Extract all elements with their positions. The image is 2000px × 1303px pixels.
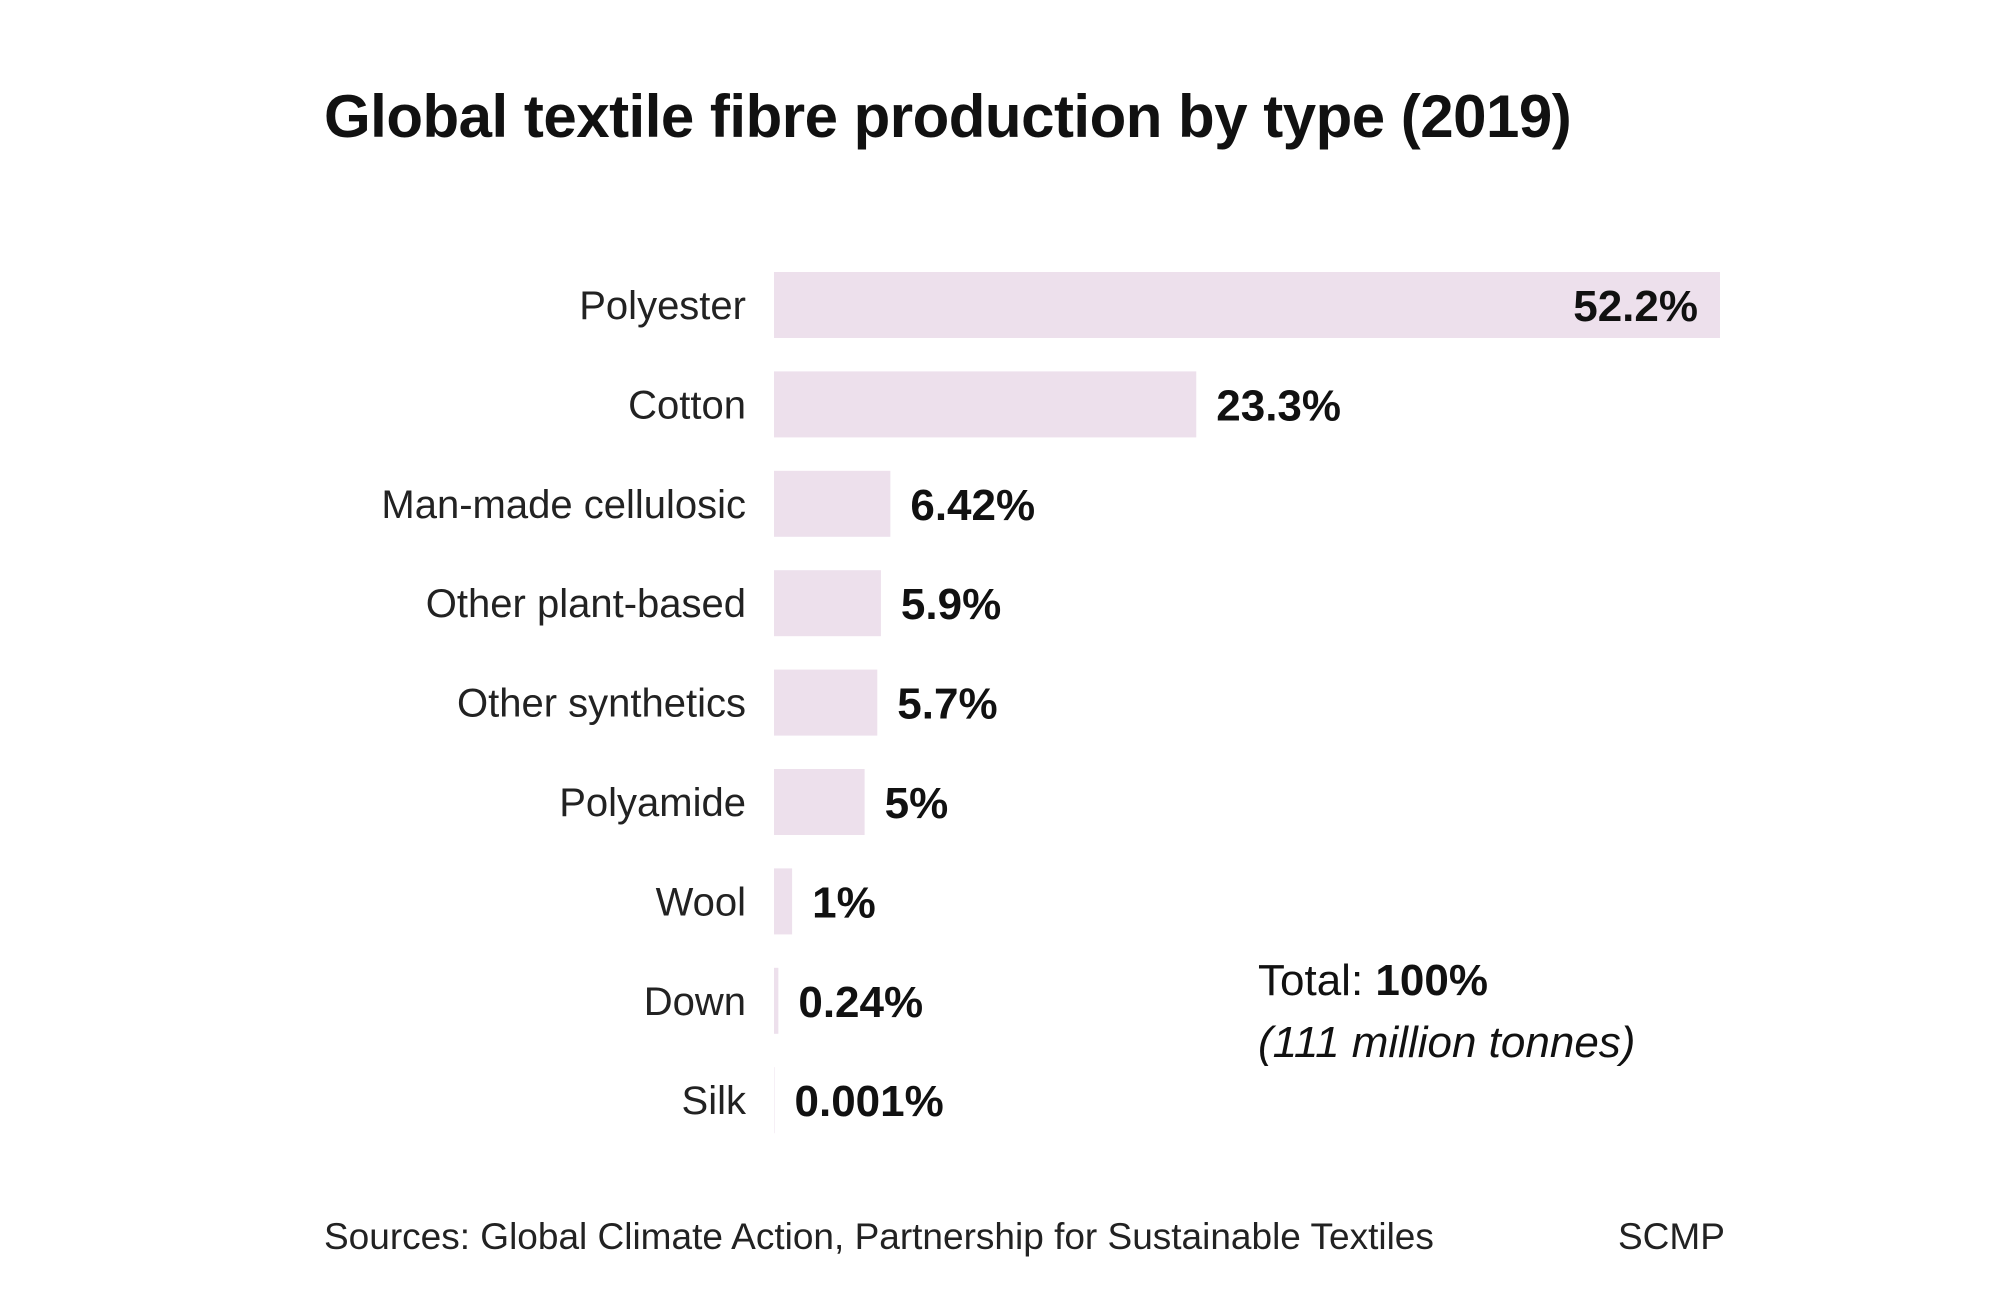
bar bbox=[774, 272, 1720, 338]
category-label: Down bbox=[644, 980, 746, 1024]
category-label: Other synthetics bbox=[457, 682, 746, 726]
bar bbox=[774, 570, 881, 637]
bar bbox=[774, 470, 891, 537]
total-note: (111 million tonnes) bbox=[1258, 1018, 1636, 1067]
category-label: Silk bbox=[682, 1079, 747, 1123]
category-label: Man-made cellulosic bbox=[381, 483, 746, 527]
value-label: 5.7% bbox=[897, 680, 997, 729]
category-label: Wool bbox=[656, 880, 746, 924]
total-value: 100% bbox=[1375, 956, 1488, 1005]
value-label: 52.2% bbox=[1573, 282, 1698, 331]
total-label: Total: bbox=[1258, 956, 1364, 1005]
category-label: Polyester bbox=[579, 284, 746, 328]
value-label: 1% bbox=[812, 878, 876, 927]
bar bbox=[774, 371, 1197, 438]
value-label: 5% bbox=[885, 779, 949, 828]
value-label: 0.24% bbox=[798, 978, 923, 1027]
source-note: Sources: Global Climate Action, Partners… bbox=[324, 1216, 1434, 1257]
value-label: 0.001% bbox=[795, 1077, 944, 1126]
bar bbox=[774, 967, 779, 1034]
bar bbox=[774, 769, 865, 835]
category-label: Polyamide bbox=[559, 781, 746, 825]
bar bbox=[774, 868, 793, 935]
value-label: 23.3% bbox=[1216, 381, 1341, 430]
value-label: 5.9% bbox=[901, 580, 1001, 629]
bar bbox=[774, 1067, 775, 1134]
bar bbox=[774, 669, 878, 736]
value-label: 6.42% bbox=[910, 481, 1035, 530]
credit-note: SCMP bbox=[1618, 1216, 1725, 1257]
category-label: Cotton bbox=[628, 383, 746, 427]
total-annotation: Total: 100% (111 million tonnes) bbox=[1258, 950, 1635, 1074]
total-line: Total: 100% bbox=[1258, 950, 1635, 1012]
category-label: Other plant-based bbox=[426, 582, 746, 626]
chart-title: Global textile fibre production by type … bbox=[324, 83, 1572, 150]
